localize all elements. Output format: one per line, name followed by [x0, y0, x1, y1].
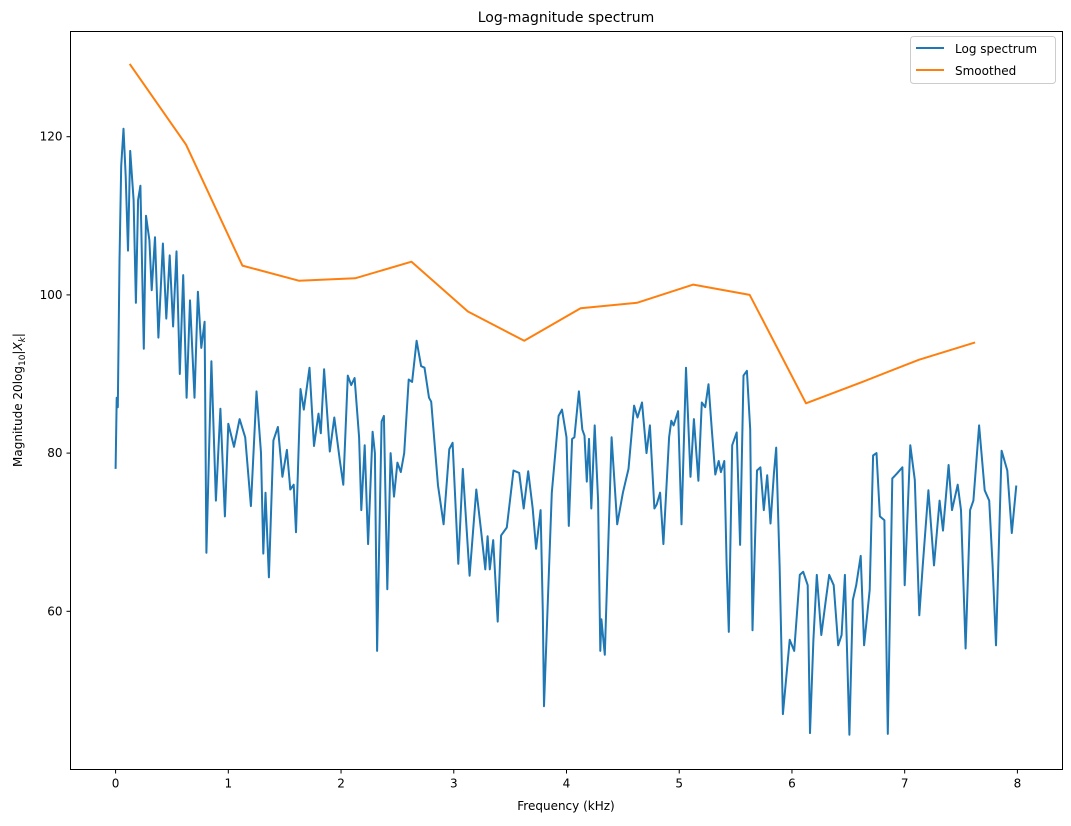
- y-axis-label: Magnitude 20log10|Xk|: [11, 333, 28, 467]
- legend-label-log-spectrum: Log spectrum: [955, 42, 1037, 56]
- y-tick-label: 120: [40, 130, 63, 144]
- y-axis: 60 80 100 120: [40, 130, 71, 618]
- legend: Log spectrum Smoothed: [910, 36, 1056, 84]
- y-tick-label: 60: [47, 604, 62, 618]
- ylabel-bar-close: |: [11, 333, 25, 337]
- y-tick-label: 100: [40, 288, 63, 302]
- x-tick-label: 2: [337, 777, 345, 791]
- x-tick-label: 7: [901, 777, 909, 791]
- x-axis: 0 1 2 3 4 5 6 7 8: [112, 769, 1022, 791]
- x-tick-label: 0: [112, 777, 120, 791]
- x-tick-label: 8: [1014, 777, 1022, 791]
- x-tick-label: 1: [224, 777, 232, 791]
- ylabel-var-sub: k: [18, 336, 28, 342]
- x-axis-label: Frequency (kHz): [517, 799, 614, 813]
- legend-box: [910, 36, 1056, 84]
- x-tick-label: 4: [563, 777, 571, 791]
- plot-lines: [114, 63, 1018, 736]
- ylabel-var: X: [11, 342, 25, 352]
- plot-frame: [70, 31, 1063, 770]
- legend-label-smoothed: Smoothed: [955, 64, 1016, 78]
- ylabel-bar-open: |: [11, 351, 25, 355]
- ylabel-sub: 10: [18, 354, 28, 366]
- series-line-smoothed: [128, 63, 976, 405]
- x-tick-label: 6: [788, 777, 796, 791]
- ylabel-prefix: Magnitude 20log: [11, 366, 25, 467]
- x-tick-label: 3: [450, 777, 458, 791]
- y-tick-label: 80: [47, 446, 62, 460]
- chart-title: Log-magnitude spectrum: [478, 10, 654, 26]
- series-line-log-spectrum: [114, 127, 1018, 736]
- x-tick-label: 5: [675, 777, 683, 791]
